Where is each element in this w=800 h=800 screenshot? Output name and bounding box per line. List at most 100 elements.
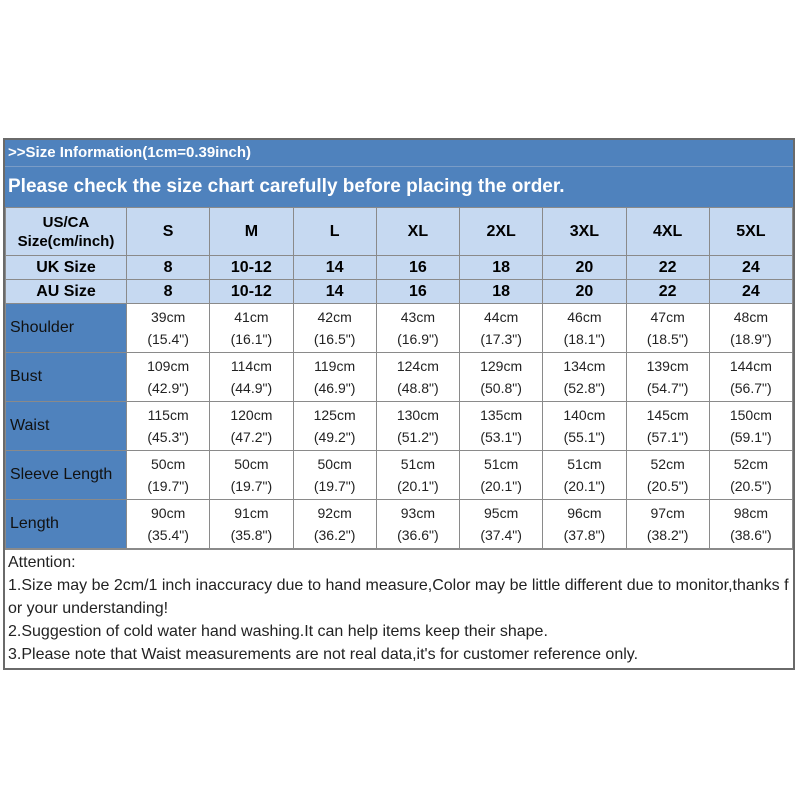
- cm-value: 144cm: [729, 358, 772, 374]
- cm-value: 47cm: [650, 309, 685, 325]
- inch-value: (45.3"): [147, 429, 189, 445]
- size-info-header: >>Size Information(1cm=0.39inch): [5, 140, 793, 167]
- size-header-xl: XL: [375, 207, 461, 256]
- measurement-cell: 139cm (54.7"): [625, 352, 710, 402]
- inch-value: (59.1"): [730, 429, 772, 445]
- measurement-cell: 109cm (42.9"): [125, 352, 211, 402]
- au-size-cell: 18: [458, 279, 544, 304]
- inch-value: (20.5"): [646, 478, 689, 494]
- measurement-label: Length: [5, 499, 127, 549]
- us-size-row: US/CA Size(cm/inch) S M L XL 2XL 3XL 4XL…: [5, 207, 794, 256]
- au-size-cell: 24: [708, 279, 794, 304]
- us-size-label-line1: US/CA: [42, 213, 90, 231]
- cm-value: 130cm: [396, 407, 439, 423]
- inch-value: (18.5"): [646, 331, 689, 347]
- inch-value: (47.2"): [230, 429, 273, 445]
- measurement-cell: 52cm (20.5"): [708, 450, 794, 500]
- au-size-row: AU Size 8 10-12 14 16 18 20 22 24: [5, 279, 794, 304]
- cm-value: 41cm: [234, 309, 269, 325]
- inch-value: (16.9"): [397, 331, 439, 347]
- size-chart-warning: Please check the size chart carefully be…: [5, 167, 793, 207]
- measurement-cell: 47cm (18.5"): [625, 303, 710, 353]
- measurement-cell: 140cm (55.1"): [542, 401, 627, 451]
- inch-value: (44.9"): [230, 380, 273, 396]
- inch-value: (57.1"): [646, 429, 689, 445]
- measurement-label: Bust: [5, 352, 127, 402]
- measurement-cell: 145cm (57.1"): [625, 401, 710, 451]
- measurement-cell: 43cm (16.9"): [375, 303, 461, 353]
- cm-value: 50cm: [151, 456, 186, 472]
- measurement-cell: 52cm (20.5"): [625, 450, 710, 500]
- size-header-5xl: 5XL: [708, 207, 794, 256]
- measurement-cell: 96cm (37.8"): [542, 499, 627, 549]
- cm-value: 95cm: [484, 505, 519, 521]
- measurement-cell: 114cm (44.9"): [209, 352, 294, 402]
- measurement-cell: 51cm (20.1"): [375, 450, 461, 500]
- cm-value: 97cm: [650, 505, 685, 521]
- uk-size-label: UK Size: [5, 255, 127, 280]
- inch-value: (54.7"): [646, 380, 689, 396]
- attention-note-2: 2.Suggestion of cold water hand washing.…: [8, 623, 548, 640]
- measurement-row: Length 90cm (35.4") 91cm (35.8") 92cm (36.2") 9…: [5, 499, 794, 549]
- cm-value: 48cm: [733, 309, 768, 325]
- au-size-label: AU Size: [5, 279, 127, 304]
- inch-value: (42.9"): [147, 380, 189, 396]
- uk-size-cell: 14: [292, 255, 377, 280]
- measurement-cell: 39cm (15.4"): [125, 303, 211, 353]
- cm-value: 96cm: [567, 505, 602, 521]
- cm-value: 51cm: [400, 456, 435, 472]
- measurement-row: Waist 115cm (45.3") 120cm (47.2") 125cm (49.2"…: [5, 401, 794, 451]
- inch-value: (18.1"): [563, 331, 606, 347]
- measurement-cell: 135cm (53.1"): [458, 401, 544, 451]
- cm-value: 44cm: [484, 309, 519, 325]
- inch-value: (19.7"): [313, 478, 356, 494]
- inch-value: (36.2"): [313, 527, 356, 543]
- measurement-label: Sleeve Length: [5, 450, 127, 500]
- measurement-cell: 129cm (50.8"): [458, 352, 544, 402]
- cm-value: 92cm: [317, 505, 352, 521]
- cm-value: 39cm: [151, 309, 186, 325]
- cm-value: 51cm: [484, 456, 519, 472]
- measurement-cell: 98cm (38.6"): [708, 499, 794, 549]
- measurement-cell: 41cm (16.1"): [209, 303, 294, 353]
- au-size-cell: 22: [625, 279, 710, 304]
- size-chart: >>Size Information(1cm=0.39inch) Please …: [3, 138, 795, 670]
- inch-value: (37.8"): [563, 527, 606, 543]
- inch-value: (19.7"): [230, 478, 273, 494]
- cm-value: 124cm: [396, 358, 439, 374]
- inch-value: (56.7"): [730, 380, 772, 396]
- inch-value: (20.5"): [730, 478, 772, 494]
- inch-value: (35.4"): [147, 527, 189, 543]
- measurement-cell: 124cm (48.8"): [375, 352, 461, 402]
- measurement-cell: 134cm (52.8"): [542, 352, 627, 402]
- cm-value: 50cm: [317, 456, 352, 472]
- inch-value: (46.9"): [313, 380, 356, 396]
- measurement-cell: 150cm (59.1"): [708, 401, 794, 451]
- inch-value: (18.9"): [730, 331, 772, 347]
- size-header-3xl: 3XL: [542, 207, 627, 256]
- au-size-cell: 20: [542, 279, 627, 304]
- size-table: US/CA Size(cm/inch) S M L XL 2XL 3XL 4XL…: [5, 207, 794, 549]
- inch-value: (20.1"): [563, 478, 606, 494]
- measurement-cell: 48cm (18.9"): [708, 303, 794, 353]
- inch-value: (37.4"): [480, 527, 522, 543]
- measurement-row: Bust 109cm (42.9") 114cm (44.9") 119cm (46.9")…: [5, 352, 794, 402]
- cm-value: 134cm: [563, 358, 606, 374]
- cm-value: 90cm: [151, 505, 186, 521]
- inch-value: (50.8"): [480, 380, 522, 396]
- measurement-cell: 120cm (47.2"): [209, 401, 294, 451]
- cm-value: 52cm: [650, 456, 685, 472]
- inch-value: (38.2"): [646, 527, 689, 543]
- measurement-cell: 51cm (20.1"): [542, 450, 627, 500]
- au-size-cell: 8: [125, 279, 211, 304]
- cm-value: 93cm: [400, 505, 435, 521]
- measurement-cell: 93cm (36.6"): [375, 499, 461, 549]
- cm-value: 109cm: [147, 358, 190, 374]
- attention-title: Attention:: [8, 554, 76, 571]
- cm-value: 91cm: [234, 505, 269, 521]
- uk-size-row: UK Size 8 10-12 14 16 18 20 22 24: [5, 255, 794, 280]
- inch-value: (38.6"): [730, 527, 772, 543]
- inch-value: (19.7"): [147, 478, 189, 494]
- uk-size-cell: 10-12: [209, 255, 294, 280]
- measurement-cell: 115cm (45.3"): [125, 401, 211, 451]
